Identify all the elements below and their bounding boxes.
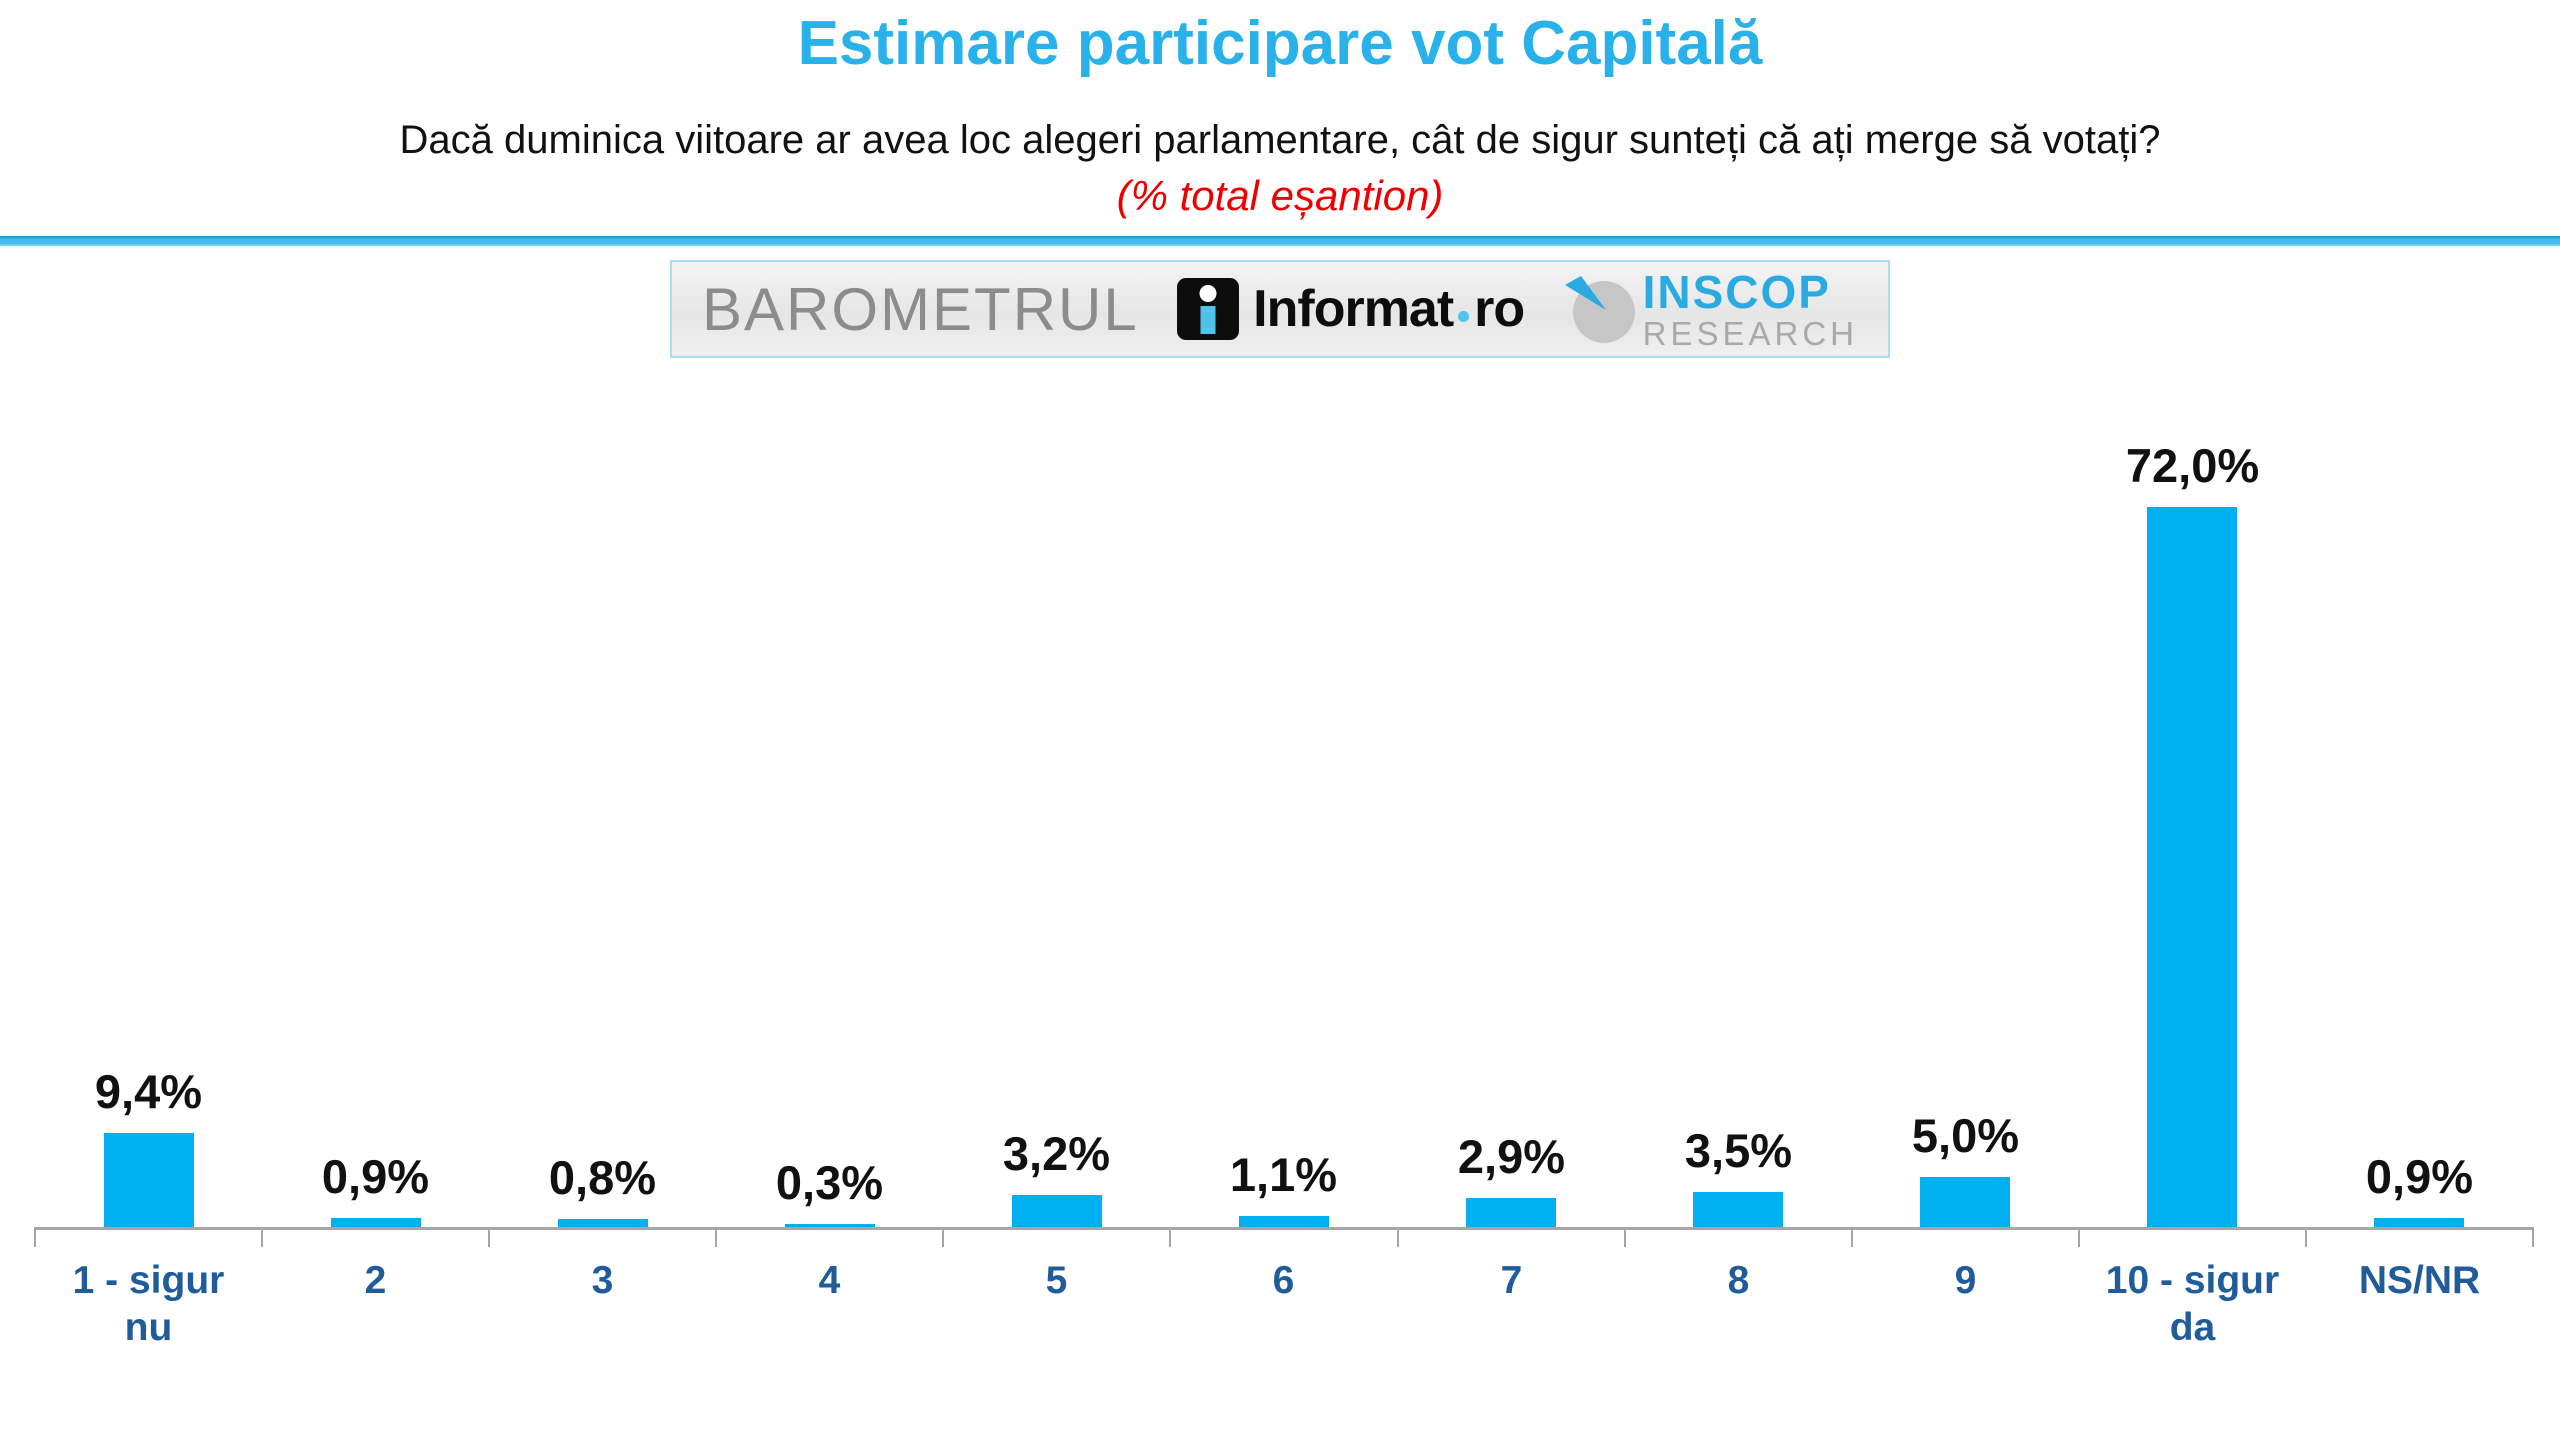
bar-value-label: 2,9% xyxy=(1457,1130,1566,1183)
axis-tick xyxy=(34,1227,36,1247)
informat-icon-dot xyxy=(1199,285,1217,302)
bar xyxy=(331,1218,421,1227)
bar-value-label: 0,8% xyxy=(548,1151,657,1204)
axis-tick xyxy=(488,1227,490,1247)
bar xyxy=(1920,1177,2010,1227)
informat-tld: ro xyxy=(1474,280,1525,338)
category-axis-label: NS/NR xyxy=(2358,1259,2481,1302)
barometrul-wordmark: BAROMETRUL xyxy=(702,275,1139,343)
logo-banner: BAROMETRUL Informat ro INSCOP RESEARCH xyxy=(670,260,1890,358)
bar-value-label: 1,1% xyxy=(1229,1148,1338,1201)
axis-tick xyxy=(261,1227,263,1247)
category-axis-label: 8 xyxy=(1727,1259,1750,1302)
bar-value-label: 3,5% xyxy=(1684,1124,1793,1177)
inscop-sub: RESEARCH xyxy=(1642,314,1858,352)
category-axis-label: 3 xyxy=(591,1259,614,1302)
axis-tick xyxy=(1397,1227,1399,1247)
bar xyxy=(1239,1216,1329,1227)
axis-tick xyxy=(1169,1227,1171,1247)
bar-value-label: 3,2% xyxy=(1002,1127,1111,1180)
category-axis-label: 9 xyxy=(1954,1259,1977,1302)
informat-name: Informat xyxy=(1253,280,1454,338)
bar-value-label: 0,9% xyxy=(321,1150,430,1203)
x-axis-line xyxy=(35,1227,2533,1230)
bar-value-label: 5,0% xyxy=(1911,1109,2020,1162)
axis-tick xyxy=(715,1227,717,1247)
inscop-name: INSCOP xyxy=(1642,265,1831,318)
page-title: Estimare participare vot Capitală xyxy=(797,9,1763,78)
survey-question: Dacă duminica viitoare ar avea loc alege… xyxy=(399,118,2161,162)
bar xyxy=(785,1224,875,1227)
axis-tick xyxy=(942,1227,944,1247)
bar xyxy=(1466,1198,1556,1227)
bar-value-label: 0,9% xyxy=(2365,1150,2474,1203)
bar-value-label: 0,3% xyxy=(775,1156,884,1209)
category-axis-label: 7 xyxy=(1500,1259,1523,1302)
category-axis-label: 2 xyxy=(364,1259,387,1302)
axis-tick xyxy=(2305,1227,2307,1247)
inscop-wordmark: INSCOP RESEARCH xyxy=(1643,269,1858,350)
bar xyxy=(558,1219,648,1227)
sample-note: (% total eșantion) xyxy=(1116,172,1444,219)
bar-value-label: 9,4% xyxy=(94,1065,203,1118)
bar xyxy=(1693,1192,1783,1227)
axis-tick xyxy=(2078,1227,2080,1247)
bar xyxy=(1012,1195,1102,1227)
axis-tick xyxy=(1851,1227,1853,1247)
bar-value-label: 72,0% xyxy=(2125,439,2260,492)
bar xyxy=(2147,507,2237,1227)
axis-tick xyxy=(2532,1227,2534,1247)
inscop-logo: INSCOP RESEARCH xyxy=(1563,269,1858,350)
bar xyxy=(104,1133,194,1227)
axis-tick xyxy=(1624,1227,1626,1247)
category-axis-label: 1 - sigur nu xyxy=(72,1259,225,1349)
bar xyxy=(2374,1218,2464,1227)
category-axis-label: 10 - sigur da xyxy=(2105,1259,2280,1349)
category-axis-label: 4 xyxy=(818,1259,841,1302)
informat-wordmark: Informat ro xyxy=(1253,279,1525,339)
informat-logo: Informat ro xyxy=(1177,278,1525,340)
informat-i-icon xyxy=(1177,278,1240,340)
informat-icon-stem xyxy=(1200,306,1216,334)
divider-line xyxy=(0,236,2560,246)
informat-dot-icon xyxy=(1458,310,1470,322)
category-axis-label: 6 xyxy=(1272,1259,1295,1302)
inscop-pie-icon xyxy=(1564,276,1635,343)
category-axis-label: 5 xyxy=(1045,1259,1068,1302)
